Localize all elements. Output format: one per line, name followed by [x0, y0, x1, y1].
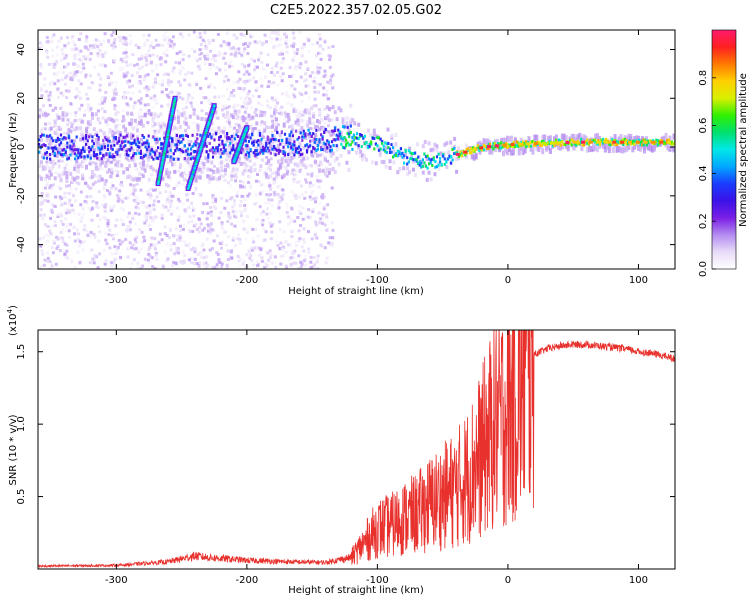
spectrogram-x-ticks: -300 -200 -100 0 100 — [105, 30, 648, 286]
colorbar-tick-label: 0.2 — [698, 213, 709, 229]
spectrogram-y-ticks: -40 -20 0 20 40 — [16, 43, 675, 253]
snr-line — [38, 330, 675, 569]
snr-panel: -300 -200 -100 0 100 0.5 1.0 1.5 Height of str… — [6, 305, 676, 596]
x-tick-label: -200 — [236, 575, 259, 586]
x-tick-label: 0 — [505, 275, 511, 286]
colorbar-tick-label: 0.6 — [698, 118, 709, 134]
colorbar-label: Normalized spectral amplitude — [738, 73, 749, 227]
x-tick-label: -200 — [236, 275, 259, 286]
snr-frame — [37, 329, 676, 570]
snr-x-ticks: -300 -200 -100 0 100 — [105, 330, 648, 586]
y-tick-label: 1.0 — [16, 416, 27, 432]
y-tick-label: -40 — [16, 236, 27, 252]
spectrogram-y-axis-label: Frequency (Hz) — [8, 112, 19, 188]
spectrogram-x-axis-label: Height of straight line (km) — [288, 286, 424, 297]
snr-series — [38, 330, 675, 569]
y-tick-label: -20 — [16, 188, 27, 204]
y-tick-label: 0.5 — [16, 489, 27, 505]
x-tick-label: 0 — [505, 575, 511, 586]
snr-y-axis-label: SNR (10 * v/v) — [8, 414, 19, 485]
snr-y-ticks: 0.5 1.0 1.5 — [16, 344, 675, 505]
x-tick-label: -100 — [366, 275, 389, 286]
x-tick-label: 100 — [629, 275, 648, 286]
spectrogram-heatmap — [38, 30, 675, 269]
y-tick-label: 0 — [16, 144, 27, 150]
figure-title: C2E5.2022.357.02.05.G02 — [270, 3, 442, 18]
x-tick-label: -300 — [105, 575, 128, 586]
colorbar: 0.0 0.2 0.4 0.6 0.8 Normalized spectral ampl… — [698, 29, 749, 277]
x-tick-label: -100 — [366, 575, 389, 586]
snr-x-axis-label: Height of straight line (km) — [288, 585, 424, 596]
colorbar-tick-label: 0.4 — [698, 165, 709, 181]
y-tick-label: 1.5 — [16, 344, 27, 360]
x-tick-label: -300 — [105, 275, 128, 286]
y-tick-label: 40 — [16, 43, 27, 56]
x-tick-label: 100 — [629, 575, 648, 586]
colorbar-gradient — [711, 29, 737, 270]
snr-plot-area — [38, 330, 675, 569]
colorbar-tick-label: 0.0 — [698, 261, 709, 277]
snr-y-multiplier: (x104) — [6, 305, 19, 336]
colorbar-tick-label: 0.8 — [698, 70, 709, 86]
y-tick-label: 20 — [16, 92, 27, 105]
spectrogram-frame — [37, 29, 676, 270]
colorbar-ticks: 0.0 0.2 0.4 0.6 0.8 — [698, 70, 716, 277]
